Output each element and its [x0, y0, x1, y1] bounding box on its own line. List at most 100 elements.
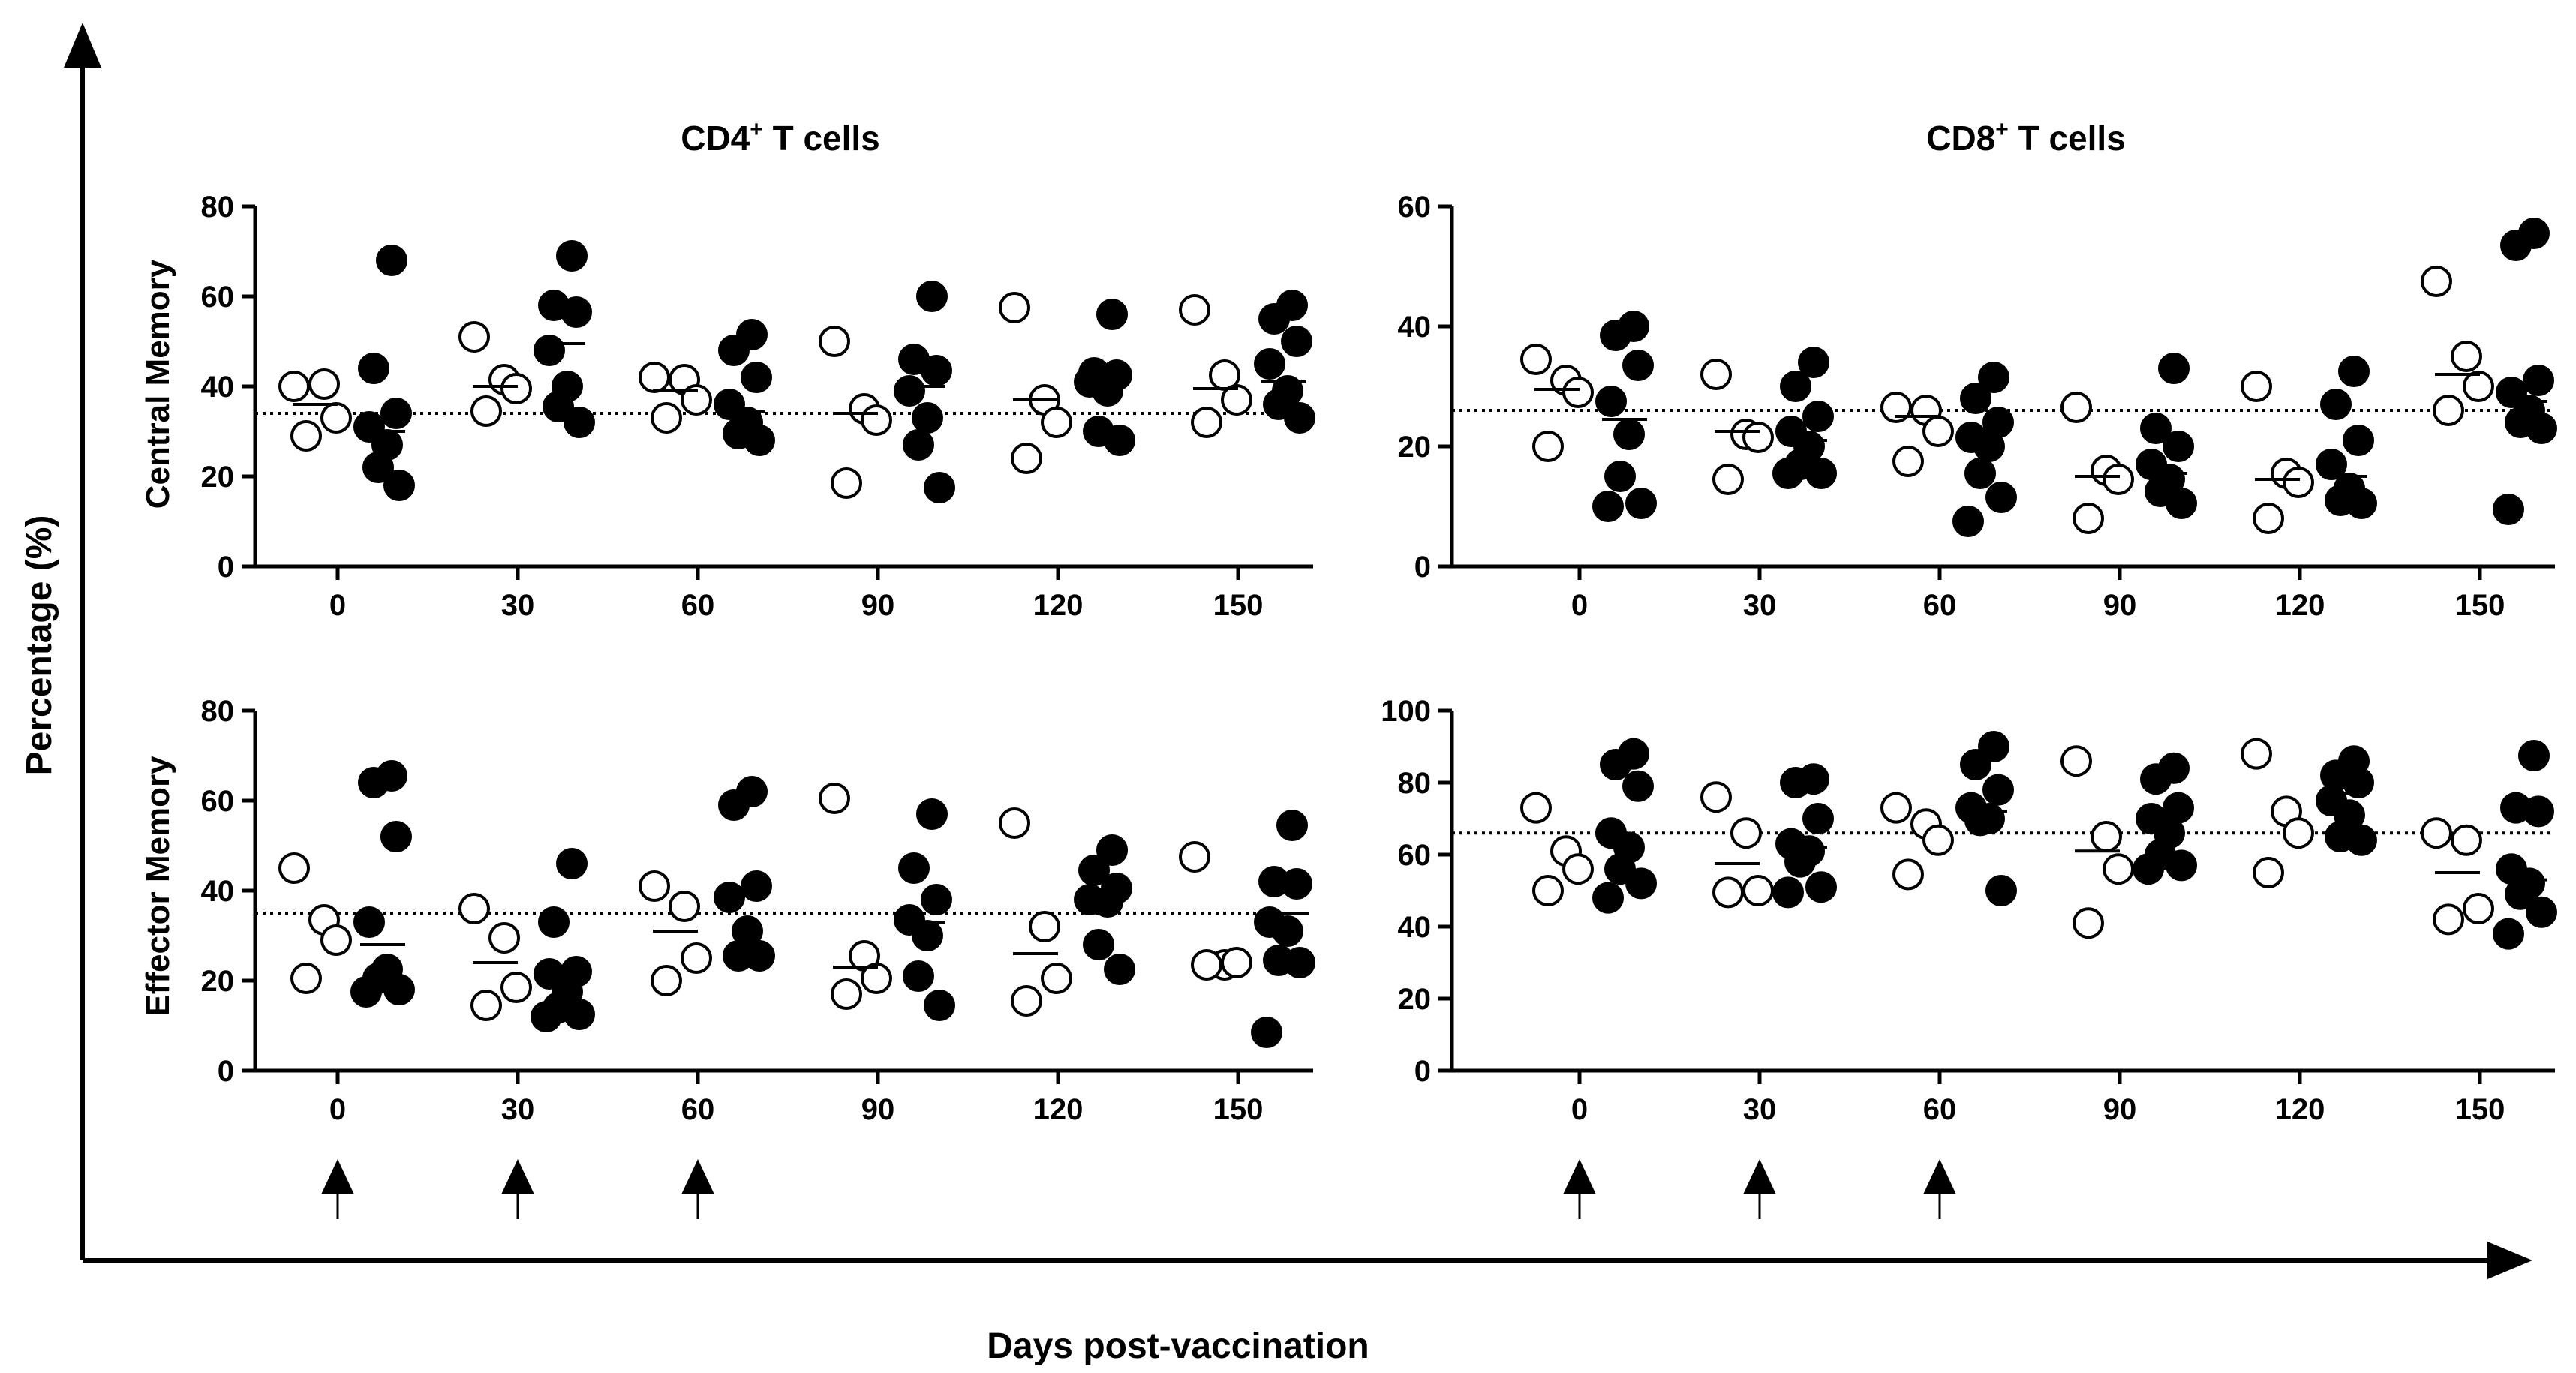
open-marker-point	[470, 990, 502, 1021]
filled-marker-point	[556, 240, 588, 272]
open-marker-point	[861, 404, 892, 436]
open-marker-point	[1712, 464, 1744, 495]
open-marker-point	[1562, 377, 1594, 408]
open-marker-point	[831, 978, 862, 1010]
filled-marker-point	[718, 789, 750, 821]
open-marker-point	[861, 963, 892, 994]
open-marker-point	[500, 972, 532, 1003]
filled-marker-point	[921, 884, 952, 915]
open-marker-point	[1880, 792, 1912, 824]
filled-marker-point	[556, 848, 588, 879]
filled-marker-point	[1272, 915, 1303, 947]
open-marker-point	[1520, 344, 1552, 375]
filled-marker-point	[2346, 824, 2377, 856]
open-marker-point	[669, 891, 700, 922]
column-title-cd4-sup: +	[750, 117, 763, 142]
y-tick-label: 0	[218, 551, 234, 584]
panel-cd4-central-memory: 0 20 40 60 80 0 30 60 90 120 150	[201, 191, 1315, 622]
vaccination-arrow-head	[321, 1159, 354, 1194]
open-marker-point	[320, 402, 352, 434]
x-tick-label: 0	[329, 589, 346, 622]
x-tick-label: 30	[1743, 589, 1777, 622]
filled-marker-point	[2343, 425, 2374, 456]
open-marker-point	[2073, 907, 2104, 939]
open-marker-point	[1532, 875, 1564, 906]
filled-marker-point	[2526, 896, 2557, 928]
panel-cd8-central-memory: 0 20 40 60 0 30 60 90 120 150	[1398, 191, 2557, 622]
filled-marker-point	[2338, 356, 2370, 387]
column-title-cd4-main: CD4	[681, 119, 750, 158]
open-marker-point	[1880, 392, 1912, 423]
filled-marker-point	[1985, 482, 2017, 513]
filled-marker-point	[916, 798, 948, 830]
filled-marker-point	[1805, 458, 1837, 489]
filled-marker-point	[1104, 954, 1135, 985]
column-title-cd8-rest: T cells	[2009, 119, 2126, 158]
x-tick-label: 120	[1033, 589, 1084, 622]
outer-x-axis-arrow	[2487, 1242, 2532, 1279]
open-marker-point	[1562, 853, 1594, 885]
filled-marker-point	[2346, 488, 2377, 519]
open-marker-point	[1041, 407, 1072, 438]
filled-marker-point	[1092, 886, 1123, 918]
x-tick-label: 90	[2103, 589, 2137, 622]
open-marker-point	[999, 807, 1030, 839]
open-marker-point	[831, 467, 862, 499]
open-marker-point	[308, 368, 340, 400]
open-marker-point	[2421, 266, 2452, 297]
open-marker-point	[651, 402, 682, 434]
row-title-central-memory: Central Memory	[140, 259, 176, 509]
open-marker-point	[2463, 893, 2494, 924]
filled-marker-point	[564, 999, 595, 1030]
y-tick-label: 20	[1398, 431, 1432, 464]
open-marker-point	[470, 395, 502, 427]
open-marker-point	[639, 870, 670, 902]
y-tick-label: 80	[201, 191, 235, 224]
open-marker-point	[1041, 963, 1072, 994]
filled-marker-point	[744, 425, 775, 456]
open-marker-point	[1922, 824, 1954, 856]
vaccination-arrow-head	[681, 1159, 714, 1194]
y-tick-label: 40	[201, 371, 235, 404]
open-marker-point	[2421, 817, 2452, 849]
open-marker-point	[2433, 903, 2464, 936]
filled-marker-point	[380, 398, 412, 429]
open-marker-point	[1179, 841, 1210, 873]
x-tick-label: 90	[2103, 1093, 2137, 1126]
filled-marker-point	[1780, 371, 1811, 402]
filled-marker-point	[1613, 419, 1645, 450]
open-marker-point	[1011, 443, 1042, 474]
panel-cd4-effector-memory: 0 20 40 60 80 0 30 60 90 120 150	[201, 695, 1315, 1126]
x-tick-label: 60	[1923, 1093, 1957, 1126]
filled-marker-point	[376, 245, 407, 276]
vaccination-arrow-head	[1743, 1159, 1776, 1194]
filled-marker-point	[538, 906, 570, 938]
column-title-cd4-rest: T cells	[763, 119, 880, 158]
open-marker-point	[2283, 817, 2314, 849]
filled-marker-point	[531, 1001, 562, 1032]
column-title-cd8-sup: +	[1995, 117, 2009, 142]
y-tick-label: 40	[1398, 311, 1432, 344]
open-marker-point	[2103, 853, 2134, 885]
filled-marker-point	[1622, 350, 1654, 381]
vaccination-arrow-head	[501, 1159, 534, 1194]
y-tick-label: 60	[201, 281, 235, 314]
filled-marker-point	[2158, 353, 2190, 384]
filled-marker-point	[1802, 401, 1834, 432]
x-tick-label: 90	[861, 1093, 895, 1126]
filled-marker-point	[714, 882, 745, 913]
y-tick-label: 0	[1414, 1055, 1431, 1088]
open-marker-point	[1179, 294, 1210, 326]
y-tick-label: 80	[1398, 767, 1432, 800]
x-tick-label: 120	[2275, 1093, 2325, 1126]
x-tick-label: 60	[1923, 589, 1957, 622]
open-marker-point	[1029, 911, 1060, 942]
filled-marker-point	[1973, 431, 2005, 462]
filled-marker-point	[1964, 458, 1996, 489]
open-marker-point	[2451, 824, 2482, 856]
y-tick-label: 60	[201, 785, 235, 818]
open-marker-point	[681, 942, 712, 974]
filled-marker-point	[2163, 431, 2194, 462]
filled-marker-point	[1798, 347, 1829, 378]
filled-marker-point	[1600, 749, 1631, 780]
